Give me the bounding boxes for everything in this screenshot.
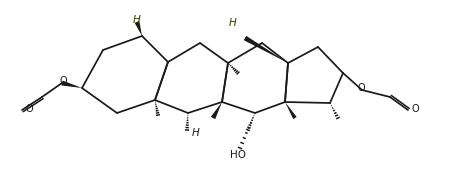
Text: O: O: [26, 104, 34, 114]
Polygon shape: [244, 36, 288, 63]
Text: O: O: [357, 83, 365, 93]
Text: H: H: [229, 18, 237, 28]
Polygon shape: [285, 102, 297, 119]
Polygon shape: [61, 81, 82, 88]
Text: H: H: [192, 128, 200, 138]
Text: O: O: [59, 76, 67, 86]
Text: O: O: [411, 104, 419, 114]
Polygon shape: [211, 102, 222, 119]
Text: H: H: [133, 15, 141, 25]
Polygon shape: [135, 21, 142, 36]
Text: HO: HO: [230, 150, 246, 160]
